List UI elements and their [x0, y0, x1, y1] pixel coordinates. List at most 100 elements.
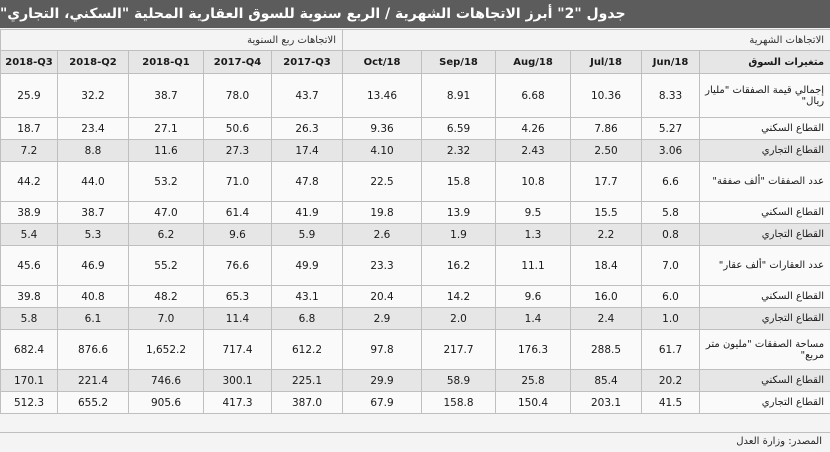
table-row: 45.6 46.9 55.2 76.6 49.9 23.3 16.2 11.1 18.4 7.0 ع…	[0, 245, 830, 286]
quarterly-group-header: الاتجاهات ربع السنوية	[0, 29, 344, 51]
table-cell: 225.1	[270, 369, 344, 392]
row-label: القطاع التجاري	[699, 139, 830, 162]
table-cell: 76.6	[203, 245, 272, 286]
table-cell: 23.4	[57, 117, 129, 140]
table-row: 5.8 6.1 7.0 11.4 6.8 2.9 2.0 1.4 2.4 1.0 القطاع ال…	[0, 307, 830, 330]
table-cell: 44.0	[57, 161, 129, 202]
table-cell: 20.4	[342, 285, 423, 308]
table-row: 5.4 5.3 6.2 9.6 5.9 2.6 1.9 1.3 2.2 0.8 القطاع الت…	[0, 223, 830, 246]
table-cell: 0.8	[641, 223, 701, 246]
table-cell: 2.50	[570, 139, 643, 162]
table-cell: 5.8	[641, 201, 701, 224]
table-cell: 7.2	[0, 139, 58, 162]
table-cell: 7.0	[128, 307, 204, 330]
row-label: القطاع التجاري	[699, 391, 830, 414]
table-cell: 13.46	[342, 73, 423, 118]
table-cell: 45.6	[0, 245, 58, 286]
column-header: Aug/18	[495, 50, 572, 74]
row-label: القطاع السكني	[699, 201, 830, 224]
table-row: 7.2 8.8 11.6 27.3 17.4 4.10 2.32 2.43 2.50 3.06 ال…	[0, 139, 830, 162]
table-cell: 6.68	[495, 73, 572, 118]
column-header-row: 2018-Q3 2018-Q2 2018-Q1 2017-Q4 2017-Q3 Oct/1…	[0, 50, 830, 74]
row-label: عدد الصفقات "ألف صفقة"	[699, 161, 830, 202]
row-label: القطاع التجاري	[699, 307, 830, 330]
table-cell: 97.8	[342, 329, 423, 370]
table-cell: 41.5	[641, 391, 701, 414]
table-cell: 2.4	[570, 307, 643, 330]
table-cell: 300.1	[203, 369, 272, 392]
table-row: 25.9 32.2 38.7 78.0 43.7 13.46 8.91 6.68 10.36 8.…	[0, 73, 830, 118]
table-row: 38.9 38.7 47.0 61.4 41.9 19.8 13.9 9.5 15.5 5.8 ال…	[0, 201, 830, 224]
table-cell: 170.1	[0, 369, 58, 392]
table-cell: 10.36	[570, 73, 643, 118]
table-cell: 85.4	[570, 369, 643, 392]
table-cell: 22.5	[342, 161, 423, 202]
table-cell: 2.0	[421, 307, 497, 330]
table-cell: 26.3	[270, 117, 344, 140]
table-cell: 41.9	[270, 201, 344, 224]
table-cell: 8.8	[57, 139, 129, 162]
table-cell: 71.0	[203, 161, 272, 202]
table-cell: 7.0	[641, 245, 701, 286]
table-cell: 55.2	[128, 245, 204, 286]
table-cell: 203.1	[570, 391, 643, 414]
table-cell: 38.9	[0, 201, 58, 224]
table-cell: 6.6	[641, 161, 701, 202]
table-cell: 27.3	[203, 139, 272, 162]
table-row: 170.1 221.4 746.6 300.1 225.1 29.9 58.9 25.8 85.…	[0, 369, 830, 392]
table-cell: 11.4	[203, 307, 272, 330]
table-cell: 8.91	[421, 73, 497, 118]
table-cell: 78.0	[203, 73, 272, 118]
table-cell: 1.4	[495, 307, 572, 330]
label-column-header: متغيرات السوق	[699, 50, 830, 74]
table-cell: 25.8	[495, 369, 572, 392]
column-header: Oct/18	[342, 50, 423, 74]
table-cell: 717.4	[203, 329, 272, 370]
source-note: المصدر: وزارة العدل	[0, 432, 830, 452]
table-cell: 2.9	[342, 307, 423, 330]
table-cell: 2.32	[421, 139, 497, 162]
table-cell: 17.7	[570, 161, 643, 202]
table-cell: 8.33	[641, 73, 701, 118]
table-cell: 221.4	[57, 369, 129, 392]
table-cell: 15.5	[570, 201, 643, 224]
table-cell: 176.3	[495, 329, 572, 370]
table-cell: 40.8	[57, 285, 129, 308]
table-cell: 1.0	[641, 307, 701, 330]
table-cell: 7.86	[570, 117, 643, 140]
column-header: 2018-Q3	[0, 50, 58, 74]
table-cell: 217.7	[421, 329, 497, 370]
table-cell: 417.3	[203, 391, 272, 414]
table-cell: 2.43	[495, 139, 572, 162]
table-cell: 20.2	[641, 369, 701, 392]
group-header-row: الاتجاهات ربع السنوية الاتجاهات الشهرية	[0, 29, 830, 51]
table-cell: 29.9	[342, 369, 423, 392]
table-row: 18.7 23.4 27.1 50.6 26.3 9.36 6.59 4.26 7.86 5.27…	[0, 117, 830, 140]
table-cell: 6.1	[57, 307, 129, 330]
table-cell: 6.8	[270, 307, 344, 330]
table-cell: 3.06	[641, 139, 701, 162]
table-cell: 11.1	[495, 245, 572, 286]
table-cell: 47.8	[270, 161, 344, 202]
table-cell: 905.6	[128, 391, 204, 414]
table-cell: 6.59	[421, 117, 497, 140]
table-cell: 43.7	[270, 73, 344, 118]
table-cell: 5.4	[0, 223, 58, 246]
table-cell: 5.8	[0, 307, 58, 330]
table-cell: 1.3	[495, 223, 572, 246]
table-cell: 16.0	[570, 285, 643, 308]
table-cell: 19.8	[342, 201, 423, 224]
table-cell: 682.4	[0, 329, 58, 370]
row-label: إجمالي قيمة الصفقات "مليار ريال"	[699, 73, 830, 118]
row-label: القطاع السكني	[699, 117, 830, 140]
table-cell: 25.9	[0, 73, 58, 118]
table-cell: 14.2	[421, 285, 497, 308]
table-cell: 32.2	[57, 73, 129, 118]
table-cell: 150.4	[495, 391, 572, 414]
table-cell: 746.6	[128, 369, 204, 392]
table-cell: 47.0	[128, 201, 204, 224]
column-header: Sep/18	[421, 50, 497, 74]
table-row: 682.4 876.6 1,652.2 717.4 612.2 97.8 217.7 176.…	[0, 329, 830, 370]
row-label: مساحة الصفقات "مليون متر مربع"	[699, 329, 830, 370]
